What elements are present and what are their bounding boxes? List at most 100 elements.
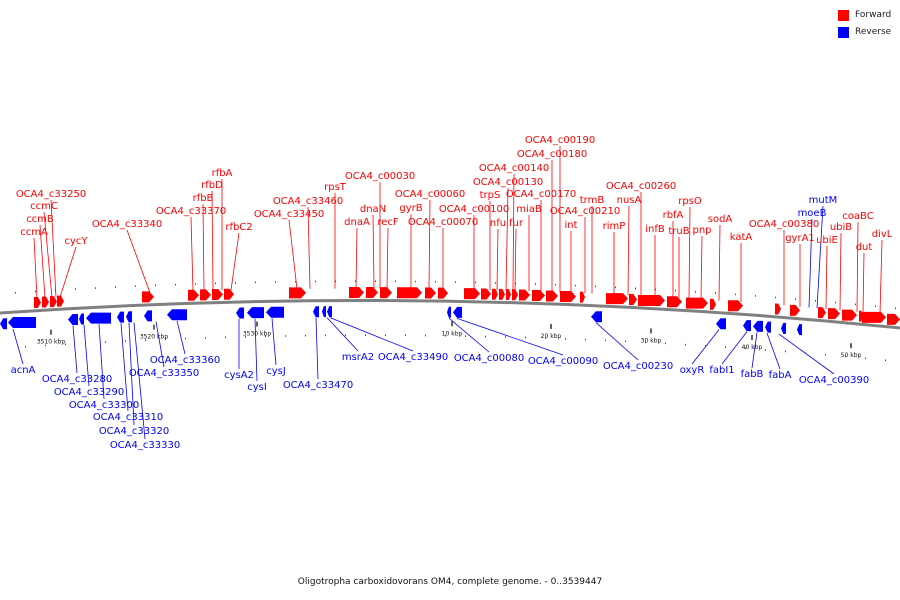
minor-tick bbox=[565, 338, 566, 340]
leader-line bbox=[12, 329, 24, 365]
leader-line bbox=[862, 252, 865, 313]
leader-line bbox=[50, 199, 57, 298]
forward-gene-arrow bbox=[188, 289, 199, 301]
reverse-gene-arrow bbox=[68, 313, 78, 325]
leader-line bbox=[254, 318, 258, 382]
minor-tick bbox=[215, 282, 216, 285]
forward-gene-arrow bbox=[499, 288, 505, 300]
legend-label-reverse: Reverse bbox=[855, 27, 892, 37]
minor-tick bbox=[275, 281, 276, 283]
gene-label-oca4-c00060: OCA4_c00060 bbox=[395, 189, 465, 200]
reverse-gene-arrow bbox=[313, 306, 319, 318]
gene-label-oca4-c33340: OCA4_c33340 bbox=[92, 219, 162, 230]
reverse-gene-arrow bbox=[797, 324, 802, 336]
gene-label-oca4-c00170: OCA4_c00170 bbox=[506, 189, 576, 200]
reverse-gene-arrow bbox=[453, 306, 462, 318]
minor-tick bbox=[535, 283, 536, 285]
leader-line bbox=[808, 218, 813, 308]
forward-gene-arrow bbox=[349, 287, 364, 299]
minor-tick bbox=[775, 296, 776, 299]
minor-tick bbox=[85, 342, 86, 344]
forward-gene-arrow bbox=[606, 293, 628, 305]
minor-tick bbox=[425, 334, 426, 337]
leader-line bbox=[372, 214, 375, 289]
forward-gene-arrow bbox=[366, 287, 378, 299]
minor-tick bbox=[785, 350, 786, 353]
minor-tick bbox=[335, 280, 336, 283]
leader-line bbox=[718, 224, 721, 301]
gene-label-cycy: cycY bbox=[64, 236, 88, 247]
gene-label-dnaa: dnaA bbox=[344, 217, 370, 228]
forward-gene-arrow bbox=[842, 309, 857, 321]
leader-line bbox=[128, 322, 135, 426]
minor-tick bbox=[415, 280, 416, 283]
gene-label-ccmb: ccmB bbox=[26, 214, 54, 225]
minor-tick bbox=[165, 338, 166, 341]
gene-label-ubie: ubiE bbox=[816, 235, 838, 246]
gene-label-rfbd: rfbD bbox=[201, 180, 223, 191]
minor-tick bbox=[745, 347, 746, 350]
reverse-gene-arrow bbox=[167, 309, 187, 321]
reverse-swatch bbox=[838, 26, 849, 38]
minor-tick bbox=[575, 284, 576, 287]
gene-label-fabb: fabB bbox=[741, 369, 764, 380]
forward-gene-arrow bbox=[425, 287, 436, 299]
gene-label-int: int bbox=[564, 220, 577, 231]
minor-tick bbox=[705, 345, 706, 347]
forward-gene-arrow bbox=[506, 289, 511, 301]
forward-gene-arrow bbox=[790, 304, 800, 316]
forward-gene-arrow bbox=[481, 288, 491, 300]
leader-line bbox=[839, 232, 842, 311]
minor-tick bbox=[95, 287, 96, 289]
gene-label-oca4-c33460: OCA4_c33460 bbox=[273, 196, 343, 207]
gene-label-ubib: ubiB bbox=[830, 222, 852, 233]
gene-label-oca4-c33360: OCA4_c33360 bbox=[150, 355, 220, 366]
minor-tick bbox=[285, 335, 286, 337]
gene-label-recf: recF bbox=[377, 217, 399, 228]
forward-gene-arrow bbox=[50, 296, 57, 308]
minor-tick bbox=[15, 291, 16, 294]
legend-item-reverse: Reverse bbox=[838, 25, 891, 39]
minor-tick bbox=[75, 288, 76, 290]
minor-tick bbox=[435, 281, 436, 283]
minor-tick bbox=[405, 334, 406, 337]
minor-tick bbox=[715, 292, 716, 294]
leader-line bbox=[700, 235, 703, 300]
minor-tick bbox=[355, 280, 356, 283]
tick-marks: 3510 kbp 3520 kbp 3530 kbp 10 kbp 20 kbp 30 k… bbox=[15, 280, 896, 362]
gene-label-oca4-c33320: OCA4_c33320 bbox=[99, 426, 169, 437]
leader-line bbox=[512, 173, 515, 291]
minor-tick bbox=[345, 334, 346, 337]
strand-legend: Forward Reverse bbox=[838, 8, 891, 42]
gene-label-oca4-c33450: OCA4_c33450 bbox=[254, 209, 324, 220]
reverse-gene-arrow bbox=[591, 311, 602, 323]
gene-label-trub: truB bbox=[668, 226, 689, 237]
reverse-gene-arrow bbox=[266, 306, 284, 318]
reverse-gene-arrow bbox=[753, 320, 763, 332]
gene-label-oca4-c00380: OCA4_c00380 bbox=[749, 219, 819, 230]
forward-gene-arrow bbox=[289, 287, 306, 299]
gene-label-ccma: ccmA bbox=[20, 227, 48, 238]
leader-line bbox=[514, 228, 517, 291]
minor-tick bbox=[395, 280, 396, 283]
leader-line bbox=[496, 228, 499, 291]
gene-label-oca4-c00100: OCA4_c00100 bbox=[439, 204, 509, 215]
leader-line bbox=[326, 317, 359, 352]
forward-gene-arrow bbox=[224, 288, 234, 300]
minor-tick bbox=[765, 349, 766, 351]
gene-label-oca4-c33330: OCA4_c33330 bbox=[110, 440, 180, 451]
minor-tick bbox=[485, 335, 486, 338]
reverse-gene-arrow bbox=[117, 311, 124, 323]
minor-tick bbox=[835, 301, 836, 304]
leader-line bbox=[721, 331, 748, 365]
reverse-gene-arrow bbox=[447, 306, 451, 318]
leader-line bbox=[778, 333, 835, 375]
minor-tick bbox=[875, 305, 876, 308]
minor-tick bbox=[865, 357, 866, 360]
forward-gene-arrow bbox=[512, 289, 518, 301]
forward-gene-arrow bbox=[492, 288, 498, 300]
gene-label-oca4-c00260: OCA4_c00260 bbox=[606, 181, 676, 192]
forward-gene-arrow bbox=[728, 300, 743, 312]
label-leader-lines bbox=[12, 146, 883, 440]
